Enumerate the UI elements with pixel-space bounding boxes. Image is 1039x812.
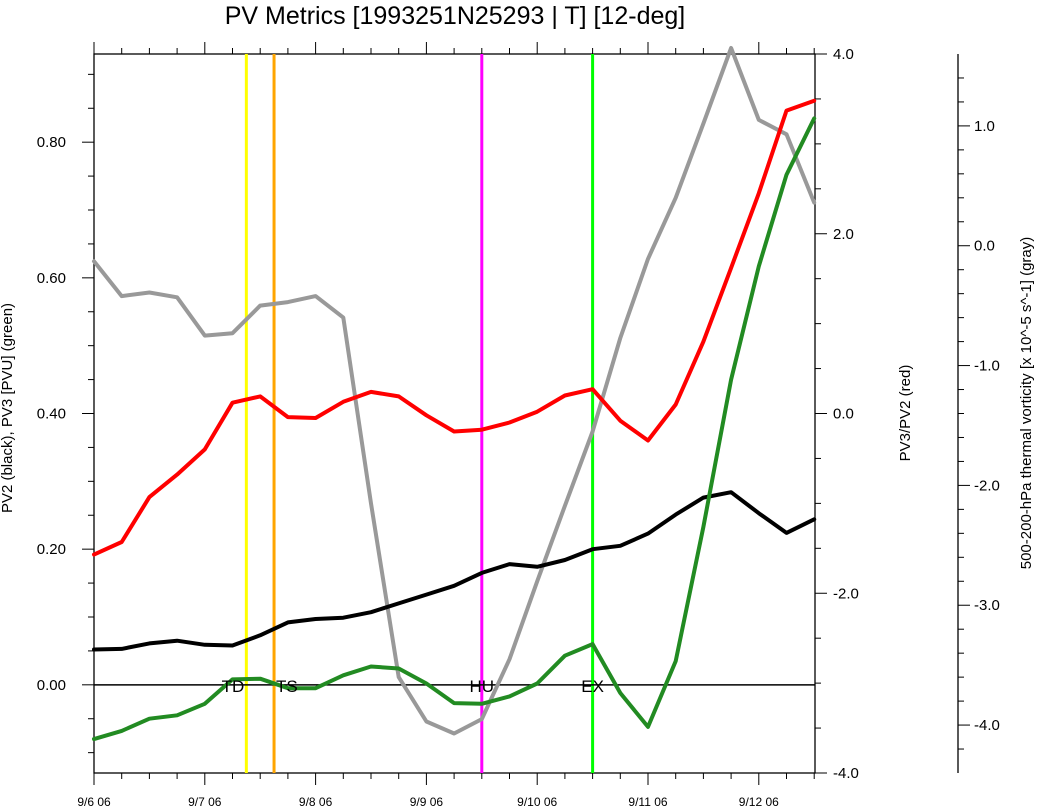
far-right-tick-label: -4.0 (974, 717, 1000, 734)
x-tick-label: 9/10 06 (517, 795, 557, 809)
labels-group: 0.00 0.20 0.40 0.60 0.80 -4.0 -2.0 0.0 2.0 4.0 -4.… (37, 46, 1000, 809)
plot-frame (93, 53, 959, 774)
far-right-tick-label: 0.0 (974, 238, 995, 255)
x-tick-label: 9/8 06 (299, 795, 333, 809)
far-right-tick-label: -3.0 (974, 597, 1000, 614)
right-tick-label: 4.0 (833, 46, 854, 63)
series-group (92, 46, 817, 742)
left-axis-label: PV2 (black), PV3 [PVU] (green) (0, 303, 16, 513)
series-line-thermal-vorticity (92, 46, 817, 736)
left-tick-label: 0.80 (37, 134, 66, 151)
left-tick-label: 0.00 (37, 677, 66, 694)
event-label-hu: HU (470, 677, 495, 696)
chart-title: PV Metrics [1993251N25293 | T] [12-deg] (225, 2, 685, 30)
event-label-ts: TS (276, 677, 298, 696)
right-tick-label: -4.0 (833, 765, 859, 782)
right-tick-label: -2.0 (833, 585, 859, 602)
plot-border (93, 53, 816, 774)
far-right-tick-label: 1.0 (974, 118, 995, 135)
left-tick-label: 0.20 (37, 541, 66, 558)
right-axis-label: PV3/PV2 (red) (897, 365, 914, 462)
right-tick-label: 0.0 (833, 406, 854, 423)
x-tick-label: 9/9 06 (410, 795, 444, 809)
x-tick-label: 9/11 06 (628, 795, 667, 809)
axis-ticks (82, 42, 970, 785)
x-tick-label: 9/6 06 (77, 795, 111, 809)
series-line-pv3 (92, 116, 817, 742)
series-line-pv3-pv2 (92, 98, 817, 557)
event-label-ex: EX (581, 677, 604, 696)
event-label-td: TD (222, 677, 245, 696)
right-tick-label: 2.0 (833, 226, 854, 243)
left-tick-label: 0.60 (37, 270, 66, 287)
left-tick-label: 0.40 (37, 406, 66, 423)
far-right-tick-label: -2.0 (974, 477, 1000, 494)
x-tick-label: 9/12 06 (739, 795, 779, 809)
event-lines (244, 54, 595, 773)
far-right-axis-label: 500-200-hPa thermal vorticity [x 10^-5 s… (1018, 237, 1035, 570)
far-right-tick-label: -1.0 (974, 358, 1000, 375)
series-line-pv2 (92, 490, 817, 652)
x-tick-label: 9/7 06 (188, 795, 222, 809)
